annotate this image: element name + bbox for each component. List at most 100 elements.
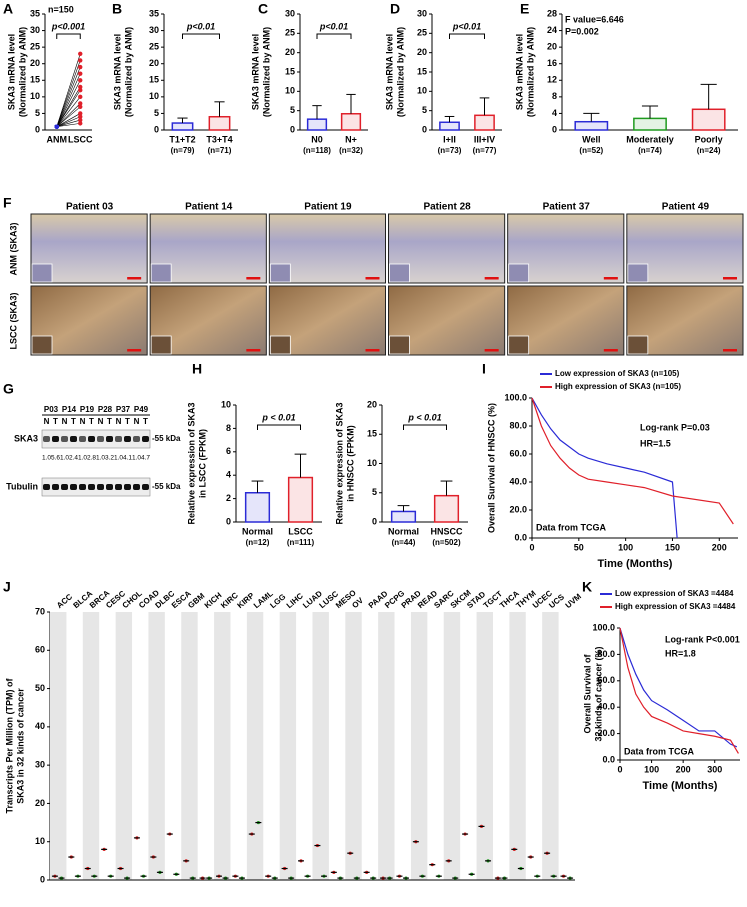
category-label: KIRP	[236, 591, 257, 611]
x-tick-label: 0	[617, 764, 622, 774]
p-value: p < 0.01	[261, 412, 295, 422]
x-axis-label: Time (Months)	[598, 558, 673, 570]
patient-label: Patient 03	[66, 202, 114, 213]
point	[54, 124, 59, 129]
legend-label: Low expression of SKA3 =4484	[615, 589, 734, 598]
blot-band	[97, 484, 104, 490]
p-value: p < 0.01	[407, 412, 441, 422]
legend-label: Low expression of SKA3 (n=105)	[555, 369, 680, 378]
legend-label: High expression of SKA3 (n=105)	[555, 382, 681, 391]
y-tick-label: 0.0	[602, 754, 615, 764]
y-axis-label: (Normalized by ANM)	[17, 27, 27, 117]
y-tick-label: 15	[30, 75, 40, 85]
significance-bracket	[257, 424, 301, 430]
y-tick-label: 10	[367, 458, 377, 468]
x-tick-label: 200	[676, 764, 691, 774]
panel-label: K	[582, 579, 592, 595]
y-axis-label: SKA3 mRNA level	[250, 34, 260, 110]
band-ratio: 4.1	[123, 455, 132, 462]
protein-label: SKA3	[14, 433, 38, 443]
bar	[474, 114, 495, 131]
blot-membrane	[41, 429, 151, 449]
y-tick-label: 30	[285, 8, 295, 18]
bar	[390, 510, 417, 523]
band-ratio: 1.0	[132, 455, 141, 462]
category-band	[443, 612, 461, 880]
y-tick-label: 6	[226, 446, 231, 456]
pair-line	[56, 123, 81, 127]
x-tick-label: 100	[644, 764, 659, 774]
lane-label: T	[53, 417, 58, 426]
x-tick-label: Poorly	[695, 134, 723, 144]
pair-line	[56, 90, 81, 127]
lane-label: T	[71, 417, 76, 426]
y-tick-label: 40.0	[597, 702, 615, 712]
x-tick-label: Well	[582, 134, 600, 144]
y-tick-label: 80.0	[509, 420, 527, 430]
panel-label: C	[258, 1, 268, 17]
y-axis-label: in HNSCC (FPKM)	[345, 425, 355, 502]
y-tick-label: 15	[367, 429, 377, 439]
y-axis-label: (Normalized by ANM)	[123, 27, 133, 117]
band-ratio: 1.0	[78, 455, 87, 462]
scale-bar	[603, 349, 618, 352]
y-tick-label: 0.0	[514, 532, 527, 542]
y-tick-label: 15	[285, 66, 295, 76]
y-tick-label: 10	[35, 836, 45, 846]
annotation: Log-rank P<0.001	[665, 634, 740, 644]
panel-label: F	[3, 195, 12, 211]
point	[78, 64, 83, 70]
y-tick-label: 20	[417, 47, 427, 57]
y-tick-label: 10	[417, 86, 427, 96]
bar	[340, 113, 362, 131]
y-axis-label: SKA3 mRNA level	[112, 34, 122, 110]
y-tick-label: 16	[547, 58, 557, 68]
y-tick-label: 0	[40, 874, 45, 884]
category-label: KICH	[203, 591, 224, 611]
row-label: LSCC (SKA3)	[8, 292, 18, 349]
scale-bar	[246, 349, 261, 352]
category-band	[279, 612, 297, 880]
y-axis-label: in LSCC (FPKM)	[197, 429, 207, 498]
band-ratio: 4.7	[141, 455, 150, 462]
category-band	[246, 612, 264, 880]
category-band	[410, 612, 428, 880]
point	[78, 94, 83, 100]
point	[78, 71, 83, 76]
y-tick-label: 30	[35, 760, 45, 770]
blot-band	[70, 484, 77, 490]
y-axis-label: SKA3 mRNA level	[384, 34, 394, 110]
blot-band	[70, 436, 77, 442]
blot-band	[61, 484, 68, 490]
y-tick-label: 20	[30, 58, 40, 68]
panel-label: E	[520, 1, 529, 17]
significance-bracket	[56, 33, 81, 39]
blot-band	[88, 484, 95, 490]
band-ratio: 2.8	[87, 455, 96, 462]
x-tick-label: Normal	[242, 526, 273, 536]
blot-band	[79, 436, 86, 442]
y-tick-label: 30	[30, 25, 40, 35]
scale-bar	[365, 349, 380, 352]
y-axis-label: SKA3 mRNA level	[6, 34, 16, 110]
ihc-inset	[627, 335, 649, 355]
x-tick-label: N+	[345, 134, 357, 144]
pair-line	[56, 113, 81, 127]
significance-bracket	[449, 33, 485, 39]
y-axis-label: SKA3 mRNA level	[514, 34, 524, 110]
blot-band	[106, 436, 113, 442]
lane-label: N	[62, 417, 68, 426]
y-tick-label: 20	[367, 399, 377, 409]
significance-bracket	[316, 33, 352, 39]
significance-bracket	[182, 33, 220, 39]
blot-band	[97, 436, 104, 442]
y-tick-label: 0	[35, 124, 40, 134]
pair-line	[56, 96, 81, 127]
panel-label: J	[3, 579, 11, 595]
row-label: ANM (SKA3)	[8, 222, 18, 275]
sample-size: (n=502)	[432, 538, 461, 547]
y-tick-label: 8	[226, 423, 231, 433]
y-tick-label: 5	[154, 108, 159, 118]
y-tick-label: 10	[285, 86, 295, 96]
x-tick-label: T3+T4	[206, 134, 232, 144]
